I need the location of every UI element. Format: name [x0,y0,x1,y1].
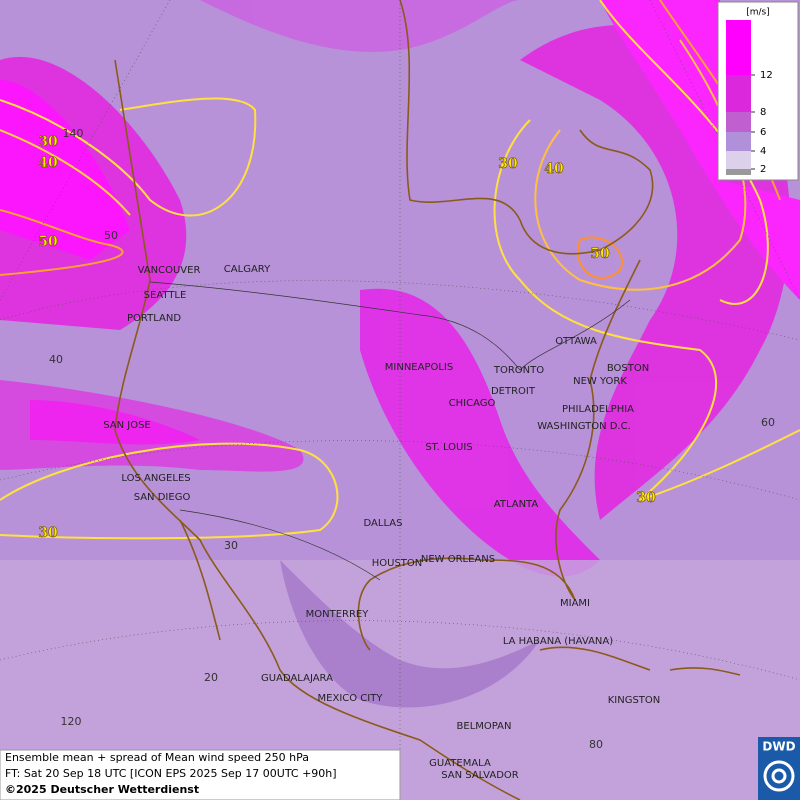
contour-label: 30 [498,156,518,172]
city-label: GUATEMALA [429,758,491,769]
contour-label: 50 [590,246,610,262]
city-label: MEXICO CITY [318,693,384,704]
graticule-label: 40 [49,353,63,366]
contour-label: 30 [636,490,656,506]
city-label: OTTAWA [555,336,597,347]
graticule-label: 60 [761,416,775,429]
contour-label: 40 [544,161,564,177]
city-label: ST. LOUIS [425,442,472,453]
city-label: VANCOUVER [138,265,201,276]
city-label: MIAMI [560,598,590,609]
contour-label: 50 [38,234,58,250]
city-label: SAN DIEGO [134,492,191,503]
legend-tick-label: 6 [760,127,766,138]
city-label: BOSTON [607,363,649,374]
city-label: GUADALAJARA [261,673,333,684]
legend: [m/s] 2 4 6 8 12 [717,1,799,181]
graticule-label: 30 [224,539,238,552]
city-label: SAN SALVADOR [441,770,518,781]
caption-line: FT: Sat 20 Sep 18 UTC [ICON EPS 2025 Sep… [5,767,337,780]
logo-text: DWD [762,740,795,754]
city-label: SEATTLE [144,290,187,301]
city-label: CHICAGO [449,398,496,409]
city-label: MONTERREY [306,609,370,620]
city-label: TORONTO [493,365,544,376]
city-label: CALGARY [224,264,271,275]
caption: Ensemble mean + spread of Mean wind spee… [0,749,401,801]
city-label: NEW ORLEANS [421,554,495,565]
city-label: LA HABANA (HAVANA) [503,636,613,647]
city-label: NEW YORK [573,376,627,387]
city-label: ATLANTA [494,499,539,510]
city-label: BELMOPAN [457,721,512,732]
contour-label: 30 [38,525,58,541]
graticule-label: 120 [61,715,82,728]
contour-label: 30 [38,134,58,150]
caption-line: Ensemble mean + spread of Mean wind spee… [5,751,309,764]
legend-tick-label: 12 [760,70,773,81]
city-label: WASHINGTON D.C. [537,421,631,432]
city-label: DETROIT [491,386,536,397]
city-label: PORTLAND [127,313,181,324]
borders [149,281,631,581]
labels: VANCOUVER CALGARY SEATTLE PORTLAND MINNEAPOL… [38,127,775,781]
city-label: KINGSTON [608,695,661,706]
city-label: DALLAS [364,518,403,529]
legend-tick-label: 4 [760,146,766,157]
caption-line: ©2025 Deutscher Wetterdienst [5,783,199,796]
city-label: HOUSTON [372,558,423,569]
legend-tick-label: 8 [760,107,766,118]
legend-unit: [m/s] [746,8,770,18]
graticule-label: 20 [204,671,218,684]
graticule-label: 50 [104,229,118,242]
coastlines [114,0,741,801]
logo: DWD [758,737,800,800]
city-label: LOS ANGELES [121,473,190,484]
graticule-label: 80 [589,738,603,751]
graticule-label: 140 [63,127,84,140]
city-label: MINNEAPOLIS [385,362,453,373]
city-label: SAN JOSE [103,420,151,431]
city-label: PHILADELPHIA [562,404,634,415]
contour-label: 40 [38,155,58,171]
legend-tick-label: 2 [760,164,766,175]
